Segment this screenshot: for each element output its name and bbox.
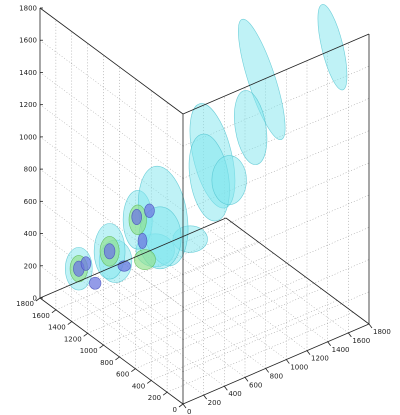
isosurface-blob-outer bbox=[234, 90, 268, 165]
y-tick-label: 1800 bbox=[16, 300, 34, 308]
gridline-z-right bbox=[182, 227, 370, 308]
y-tick-mark bbox=[115, 356, 120, 361]
axis-box-edge bbox=[225, 217, 370, 325]
gridline-z-right bbox=[182, 259, 370, 340]
isosurface-blob-outer bbox=[317, 4, 348, 91]
y-tick-mark bbox=[162, 391, 168, 396]
gridline-z-left bbox=[39, 72, 184, 179]
y-tick-label: 1000 bbox=[80, 347, 98, 355]
axis-box-edge bbox=[39, 7, 184, 115]
y-tick-label: 0 bbox=[173, 406, 177, 414]
x-tick-mark bbox=[327, 341, 331, 347]
x-tick-label: 600 bbox=[249, 381, 262, 389]
x-tick-mark bbox=[203, 394, 207, 400]
z-tick-label: 800 bbox=[24, 166, 37, 174]
y-tick-mark bbox=[178, 403, 184, 408]
x-tick-mark bbox=[348, 332, 352, 338]
y-tick-mark bbox=[131, 368, 136, 372]
gridline-x-floor bbox=[184, 235, 328, 342]
z-tick-label: 1600 bbox=[19, 37, 37, 45]
gridline-y-floor bbox=[87, 253, 274, 334]
axes-box bbox=[39, 7, 370, 405]
z-tick-label: 1800 bbox=[19, 5, 37, 13]
x-tick-label: 1400 bbox=[332, 346, 350, 354]
gridline-x-floor bbox=[81, 280, 225, 387]
y-tick-label: 1200 bbox=[64, 335, 82, 343]
z-tick-label: 200 bbox=[24, 262, 37, 270]
y-tick-label: 600 bbox=[116, 371, 129, 379]
z-tick-label: 1400 bbox=[19, 69, 37, 77]
y-tick-label: 800 bbox=[100, 359, 113, 367]
axis-box-edge bbox=[182, 33, 370, 115]
z-tick-label: 600 bbox=[24, 198, 37, 206]
x-tick-label: 1800 bbox=[373, 328, 391, 336]
isosurface-layer bbox=[65, 4, 348, 291]
gridline-y-floor bbox=[55, 229, 242, 311]
isosurface-blob-outer bbox=[238, 18, 286, 141]
y-tick-mark bbox=[35, 297, 41, 302]
x-tick-label: 800 bbox=[270, 372, 283, 380]
x-tick-label: 0 bbox=[187, 408, 191, 415]
isosurface-blob-core bbox=[144, 203, 155, 218]
y-tick-label: 400 bbox=[132, 382, 145, 390]
axis-box-edge bbox=[39, 297, 184, 405]
isosurface-blob-core bbox=[80, 256, 92, 271]
isosurface-blob-core bbox=[89, 276, 102, 290]
axis-box-edge bbox=[182, 323, 370, 405]
gridline-x-floor bbox=[143, 253, 287, 360]
y-tick-mark bbox=[83, 333, 88, 337]
gridline-y-floor bbox=[167, 311, 354, 393]
y-tick-mark bbox=[99, 344, 104, 349]
y-tick-label: 1600 bbox=[32, 312, 50, 320]
gridline-x-floor bbox=[101, 271, 246, 378]
y-tick-mark bbox=[67, 321, 73, 325]
y-tick-mark bbox=[51, 309, 57, 314]
x-tick-mark bbox=[306, 350, 311, 355]
x-tick-label: 1200 bbox=[311, 355, 329, 363]
y-tick-mark bbox=[146, 380, 152, 384]
gridline-y-floor bbox=[71, 241, 258, 322]
x-tick-label: 400 bbox=[228, 390, 241, 398]
x-tick-mark bbox=[368, 323, 373, 329]
gridline-x-floor bbox=[163, 244, 308, 351]
gridline-y-floor bbox=[119, 276, 306, 358]
y-tick-label: 1400 bbox=[48, 324, 66, 332]
gridline-y-floor bbox=[103, 264, 290, 346]
tick-labels: 0200400600800100012001400160018000200400… bbox=[16, 5, 391, 415]
gridline-x-floor bbox=[205, 226, 349, 334]
gridline-z-right bbox=[182, 194, 370, 276]
z-tick-label: 400 bbox=[24, 230, 37, 238]
x-tick-label: 200 bbox=[208, 399, 221, 407]
gridline-y-floor bbox=[151, 300, 338, 381]
gridline-y-floor bbox=[135, 288, 322, 369]
x-tick-mark bbox=[265, 368, 269, 373]
x-tick-mark bbox=[244, 377, 249, 382]
isosurface-blob-core bbox=[131, 209, 142, 225]
x-tick-mark bbox=[286, 359, 290, 364]
z-tick-label: 1000 bbox=[19, 133, 37, 141]
isosurface-blob-core bbox=[137, 233, 148, 249]
gridline-x-floor bbox=[60, 288, 204, 396]
x-tick-label: 1600 bbox=[352, 337, 370, 345]
isosurface-blob-core bbox=[117, 260, 131, 272]
x-tick-mark bbox=[182, 403, 187, 409]
gridline-z-right bbox=[182, 162, 370, 244]
x-tick-label: 1000 bbox=[290, 364, 308, 372]
z-tick-label: 0 bbox=[33, 295, 37, 303]
x-tick-mark bbox=[224, 385, 228, 391]
y-tick-label: 200 bbox=[148, 394, 161, 402]
gridline-z-right bbox=[182, 291, 370, 373]
isosurface-blob-mid bbox=[134, 249, 156, 270]
isosurface-blob-outer bbox=[211, 155, 247, 205]
isosurface-blob-core bbox=[103, 243, 116, 260]
axis-box-edge bbox=[39, 217, 227, 299]
gridline-z-left bbox=[39, 40, 184, 147]
z-tick-label: 1200 bbox=[19, 101, 37, 109]
